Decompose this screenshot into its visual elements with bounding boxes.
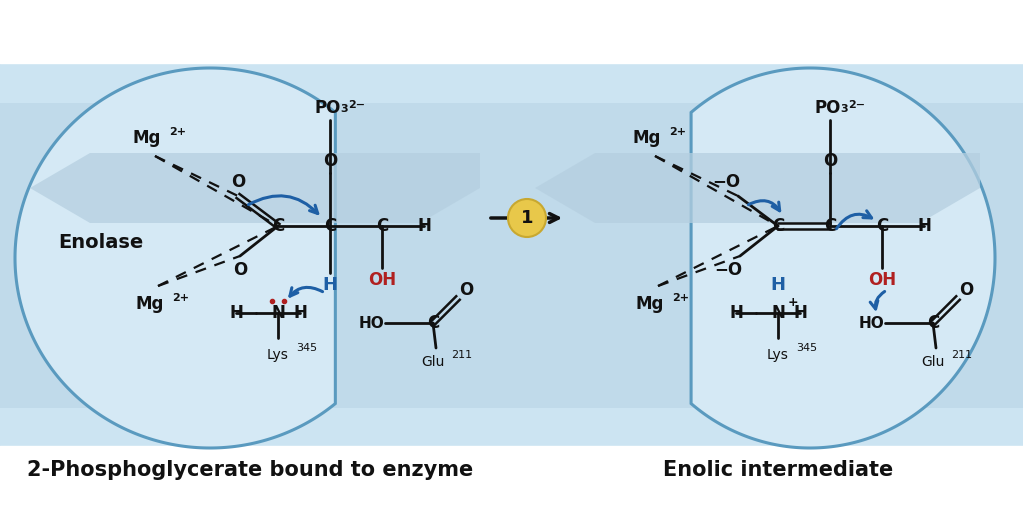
Text: 1: 1 — [521, 209, 533, 227]
Text: C: C — [772, 217, 784, 235]
Text: Glu: Glu — [922, 355, 944, 369]
Text: 2+: 2+ — [672, 293, 690, 303]
Polygon shape — [692, 68, 995, 448]
Text: 3: 3 — [840, 104, 848, 114]
Text: −O: −O — [714, 261, 742, 279]
Text: C: C — [375, 217, 388, 235]
Text: O: O — [323, 152, 338, 170]
Text: C: C — [324, 217, 337, 235]
Text: 345: 345 — [796, 343, 817, 353]
Text: N: N — [771, 304, 785, 322]
Text: O: O — [959, 281, 973, 299]
Text: O: O — [231, 173, 246, 191]
Text: Enolic intermediate: Enolic intermediate — [663, 460, 893, 480]
Text: +: + — [788, 297, 799, 309]
Bar — [0, 103, 1023, 408]
Text: OH: OH — [868, 271, 896, 289]
FancyArrowPatch shape — [837, 211, 872, 229]
Text: O: O — [459, 281, 473, 299]
FancyArrowPatch shape — [749, 201, 780, 211]
Text: Lys: Lys — [767, 348, 789, 362]
Text: H: H — [917, 217, 931, 235]
Polygon shape — [535, 153, 980, 223]
Text: 211: 211 — [951, 350, 972, 360]
Text: 2+: 2+ — [169, 127, 186, 137]
Polygon shape — [15, 68, 336, 448]
Text: OH: OH — [368, 271, 396, 289]
Text: −O: −O — [712, 173, 740, 191]
Text: Enolase: Enolase — [58, 234, 143, 252]
FancyArrowPatch shape — [290, 288, 322, 296]
Text: Lys: Lys — [267, 348, 288, 362]
Text: N: N — [271, 304, 285, 322]
Text: Mg: Mg — [636, 295, 664, 313]
Text: H: H — [322, 276, 338, 294]
Text: 2-Phosphoglycerate bound to enzyme: 2-Phosphoglycerate bound to enzyme — [27, 460, 473, 480]
Text: PO: PO — [314, 99, 341, 117]
Text: H: H — [293, 304, 307, 322]
Text: C: C — [876, 217, 888, 235]
Text: C: C — [427, 314, 439, 332]
Bar — [0, 63, 1023, 448]
Text: 2−: 2− — [848, 100, 865, 110]
Text: H: H — [770, 276, 786, 294]
Text: C: C — [272, 217, 284, 235]
Text: 2−: 2− — [348, 100, 365, 110]
Text: H: H — [417, 217, 431, 235]
Polygon shape — [30, 153, 480, 223]
Text: O: O — [822, 152, 837, 170]
Text: 345: 345 — [296, 343, 317, 353]
Text: 3: 3 — [340, 104, 348, 114]
Text: PO: PO — [814, 99, 840, 117]
FancyArrowPatch shape — [249, 196, 318, 213]
Text: C: C — [927, 314, 939, 332]
Text: H: H — [793, 304, 807, 322]
Text: Glu: Glu — [421, 355, 445, 369]
Text: Mg: Mg — [136, 295, 164, 313]
Text: Mg: Mg — [633, 129, 661, 147]
Text: 211: 211 — [451, 350, 473, 360]
Text: HO: HO — [358, 315, 384, 331]
Text: O: O — [233, 261, 248, 279]
Text: C: C — [824, 217, 836, 235]
Text: 2+: 2+ — [669, 127, 686, 137]
FancyArrowPatch shape — [871, 292, 885, 309]
Text: H: H — [229, 304, 242, 322]
Text: HO: HO — [858, 315, 884, 331]
Text: Mg: Mg — [133, 129, 162, 147]
Text: H: H — [729, 304, 743, 322]
Text: 2+: 2+ — [172, 293, 189, 303]
Circle shape — [508, 199, 546, 237]
